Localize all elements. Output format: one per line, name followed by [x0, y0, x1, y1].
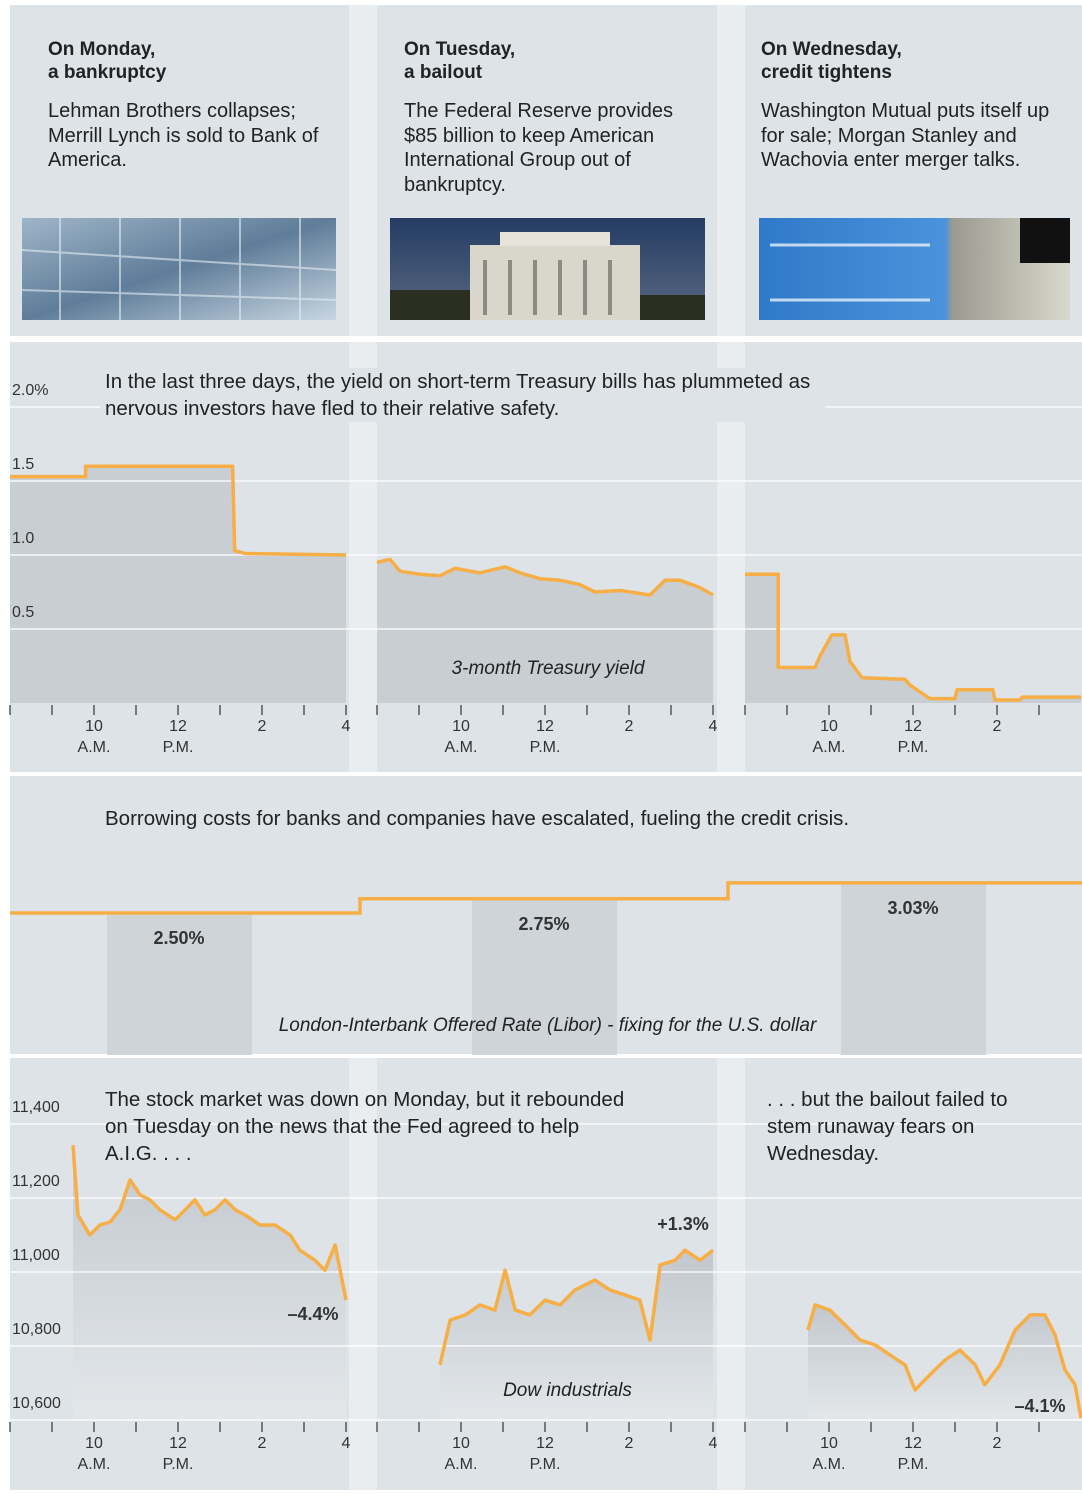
chart-note: London-Interbank Offered Rate (Libor) - … — [230, 1014, 865, 1039]
x-tick-label: 10 — [85, 1435, 103, 1452]
x-tick-label: 10 — [85, 718, 103, 735]
x-tick-sublabel: A.M. — [78, 1456, 111, 1473]
x-tick-sublabel: A.M. — [78, 739, 111, 756]
chart-title: The stock market was down on Monday, but… — [105, 1086, 630, 1167]
y-tick-label: 1.5 — [12, 456, 34, 473]
x-tick-label: 2 — [625, 718, 634, 735]
photo — [759, 218, 1070, 320]
x-tick-label: 12 — [904, 718, 922, 735]
x-tick-sublabel: P.M. — [898, 1456, 929, 1473]
x-tick-label: 12 — [169, 1435, 187, 1452]
infographic: 2.0% 1.5 1.0 0.5 10 A.M. 12 P.M. 2 4 10 A.M. 12 P.M. 2… — [0, 0, 1082, 1494]
value-label: 2.75% — [518, 914, 569, 934]
panel-title: On Monday, a bankruptcy — [48, 38, 338, 84]
x-tick-label: 10 — [820, 718, 838, 735]
chart-title: In the last three days, the yield on sho… — [100, 368, 825, 422]
x-tick-sublabel: P.M. — [163, 739, 194, 756]
x-tick-label: 2 — [258, 718, 267, 735]
x-tick-label: 10 — [820, 1435, 838, 1452]
x-tick-sublabel: P.M. — [530, 1456, 561, 1473]
x-tick-sublabel: A.M. — [445, 1456, 478, 1473]
x-tick-label: 10 — [452, 718, 470, 735]
x-tick-label: 2 — [993, 718, 1002, 735]
panel-title: On Wednesday, credit tightens — [761, 38, 1061, 84]
annotation: . . . but the bailout failed to stem run… — [767, 1086, 1057, 1167]
x-tick-label: 10 — [452, 1435, 470, 1452]
chart-title: Borrowing costs for banks and companies … — [105, 805, 1005, 832]
change-label: +1.3% — [657, 1214, 709, 1234]
y-tick-label: 0.5 — [12, 604, 34, 621]
y-tick-label: 11,000 — [12, 1247, 60, 1264]
x-tick-label: 4 — [342, 1435, 351, 1452]
change-label: –4.4% — [287, 1304, 338, 1324]
x-tick-sublabel: P.M. — [530, 739, 561, 756]
photo — [390, 218, 705, 320]
chart: 2.0% 1.5 1.0 0.5 10 A.M. 12 P.M. 2 4 10 A.M. 12 P.M. 2… — [0, 0, 1082, 1494]
value-label: 3.03% — [887, 898, 938, 918]
x-tick-label: 4 — [342, 718, 351, 735]
y-tick-label: 11,200 — [12, 1173, 60, 1190]
x-tick-label: 4 — [709, 1435, 718, 1452]
x-tick-sublabel: P.M. — [898, 739, 929, 756]
x-tick-label: 2 — [258, 1435, 267, 1452]
panel-text: Lehman Brothers collapses; Merrill Lynch… — [48, 99, 330, 173]
change-label: –4.1% — [1014, 1396, 1065, 1416]
chart-note: 3-month Treasury yield — [398, 657, 698, 682]
y-tick-label: 1.0 — [12, 530, 34, 547]
panel-text: The Federal Reserve provides $85 billion… — [404, 99, 696, 197]
y-tick-label: 10,600 — [12, 1395, 61, 1412]
y-tick-label: 11,400 — [12, 1099, 60, 1116]
x-tick-sublabel: A.M. — [813, 739, 846, 756]
photo — [22, 218, 336, 320]
x-tick-label: 12 — [169, 718, 187, 735]
x-tick-label: 4 — [709, 718, 718, 735]
y-tick-label: 10,800 — [12, 1321, 61, 1338]
chart-note: Dow industrials — [440, 1379, 695, 1404]
x-tick-label: 12 — [536, 1435, 554, 1452]
x-tick-label: 12 — [904, 1435, 922, 1452]
value-label: 2.50% — [153, 928, 204, 948]
x-tick-label: 12 — [536, 718, 554, 735]
x-tick-label: 2 — [993, 1435, 1002, 1452]
panel-title: On Tuesday, a bailout — [404, 38, 704, 84]
x-tick-sublabel: A.M. — [445, 739, 478, 756]
x-tick-label: 2 — [625, 1435, 634, 1452]
x-tick-sublabel: A.M. — [813, 1456, 846, 1473]
x-tick-sublabel: P.M. — [163, 1456, 194, 1473]
y-tick-label: 2.0% — [12, 382, 48, 399]
panel-text: Washington Mutual puts itself up for sal… — [761, 99, 1053, 173]
